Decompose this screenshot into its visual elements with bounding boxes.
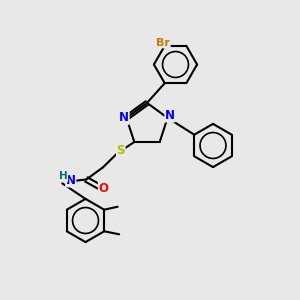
Text: O: O [98, 182, 108, 195]
Text: H: H [59, 172, 68, 182]
Text: Br: Br [156, 38, 170, 48]
Text: S: S [117, 145, 125, 158]
Text: N: N [66, 174, 76, 187]
Text: N: N [119, 111, 129, 124]
Text: N: N [165, 109, 175, 122]
